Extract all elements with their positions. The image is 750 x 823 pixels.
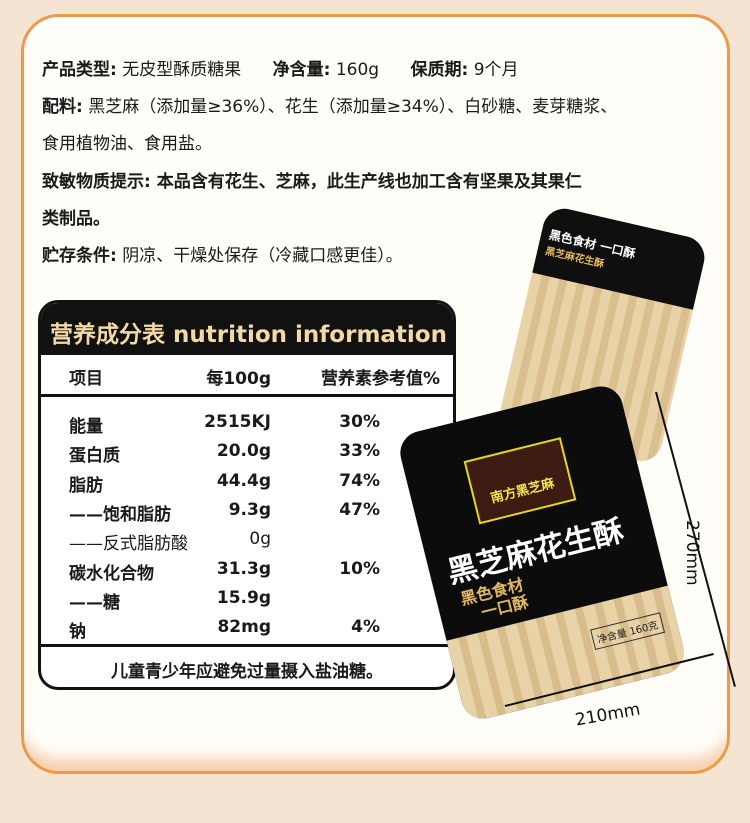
nutrition-nrv: 33%: [339, 441, 380, 462]
nutrition-nrv: 74%: [339, 470, 380, 491]
nutrition-row: ——糖 15.9g: [41, 579, 453, 613]
allergen-value: 本品含有花生、芝麻，此生产线也加工含有坚果及其果仁: [156, 172, 582, 192]
nutrition-row: ——反式脂肪酸 0g: [41, 520, 453, 554]
allergen-label: 致敏物质提示:: [42, 172, 151, 192]
net-value: 160g: [335, 60, 380, 80]
nutrition-value: 9.3g: [228, 499, 271, 520]
nutrition-value: 20.0g: [216, 441, 271, 462]
ingredients-label: 配料:: [42, 97, 83, 117]
ingredients-value-2: 食用植物油、食用盐。: [42, 134, 212, 154]
nutrition-row: 碳水化合物 31.3g 10%: [41, 550, 453, 584]
header-per100g: 每100g: [206, 369, 271, 389]
nutrition-item: 蛋白质: [69, 446, 120, 467]
nutrition-value: 0g: [249, 529, 271, 550]
type-label: 产品类型:: [42, 60, 117, 80]
nutrition-nrv: 10%: [339, 558, 380, 579]
allergen: 致敏物质提示: 本品含有花生、芝麻，此生产线也加工含有坚果及其果仁: [42, 172, 582, 192]
product-info-line-1: 产品类型: 无皮型酥质糖果 净含量: 160g 保质期: 9个月: [42, 60, 519, 80]
nutrition-item: ——糖: [69, 592, 120, 613]
nutrition-item: 脂肪: [69, 475, 103, 496]
height-label: 270mm: [682, 520, 702, 586]
header-item: 项目: [69, 369, 103, 389]
storage: 贮存条件: 阴凉、干燥处保存（冷藏口感更佳）。: [42, 246, 403, 266]
nutrition-item: ——反式脂肪酸: [69, 534, 188, 555]
nutrition-value: 15.9g: [216, 587, 271, 608]
nutrition-body: 能量 2515KJ 30% 蛋白质 20.0g 33% 脂肪 44.4g 74% ——饱和脂肪 9.…: [41, 397, 453, 642]
nutrition-nrv: 47%: [339, 499, 380, 520]
nutrition-title: 营养成分表 nutrition information: [41, 303, 453, 355]
nutrition-nrv: 4%: [351, 617, 380, 638]
ingredients: 配料: 黑芝麻（添加量≥36%）、花生（添加量≥34%）、白砂糖、麦芽糖浆、: [42, 97, 617, 117]
nutrition-value: 2515KJ: [204, 412, 271, 432]
nutrition-row: ——饱和脂肪 9.3g 47%: [41, 491, 453, 525]
nutrition-item: 能量: [69, 417, 103, 437]
ingredients-value: 黑芝麻（添加量≥36%）、花生（添加量≥34%）、白砂糖、麦芽糖浆、: [88, 97, 618, 117]
nutrition-nrv: 30%: [339, 412, 380, 432]
allergen-value-2: 类制品。: [42, 209, 110, 229]
nutrition-row: 脂肪 44.4g 74%: [41, 462, 453, 496]
net-label: 净含量:: [272, 60, 331, 80]
shelf-label: 保质期:: [410, 60, 469, 80]
package-product-name: 黑芝麻花生酥: [444, 513, 628, 591]
nutrition-item: 碳水化合物: [69, 563, 154, 584]
nutrition-item: 钠: [69, 622, 86, 643]
nutrition-item: ——饱和脂肪: [69, 504, 171, 525]
brand-logo: 南方黑芝麻: [463, 437, 577, 525]
nutrition-footer: 儿童青少年应避免过量摄入盐油糖。: [41, 644, 453, 687]
nutrition-value: 44.4g: [216, 470, 271, 491]
header-nrv: 营养素参考值%: [320, 369, 440, 389]
nutrition-table: 营养成分表 nutrition information 项目 每100g 营养素…: [38, 300, 456, 690]
storage-value: 阴凉、干燥处保存（冷藏口感更佳）。: [122, 246, 403, 266]
shelf-value: 9个月: [473, 60, 519, 80]
nutrition-row: 能量 2515KJ 30%: [41, 403, 453, 437]
storage-label: 贮存条件:: [42, 246, 117, 266]
nutrition-value: 82mg: [217, 617, 271, 638]
nutrition-row: 钠 82mg 4%: [41, 608, 453, 642]
nutrition-value: 31.3g: [216, 558, 271, 579]
nutrition-header-row: 项目 每100g 营养素参考值%: [41, 355, 453, 397]
type-value: 无皮型酥质糖果: [122, 60, 242, 80]
nutrition-row: 蛋白质 20.0g 33%: [41, 432, 453, 466]
